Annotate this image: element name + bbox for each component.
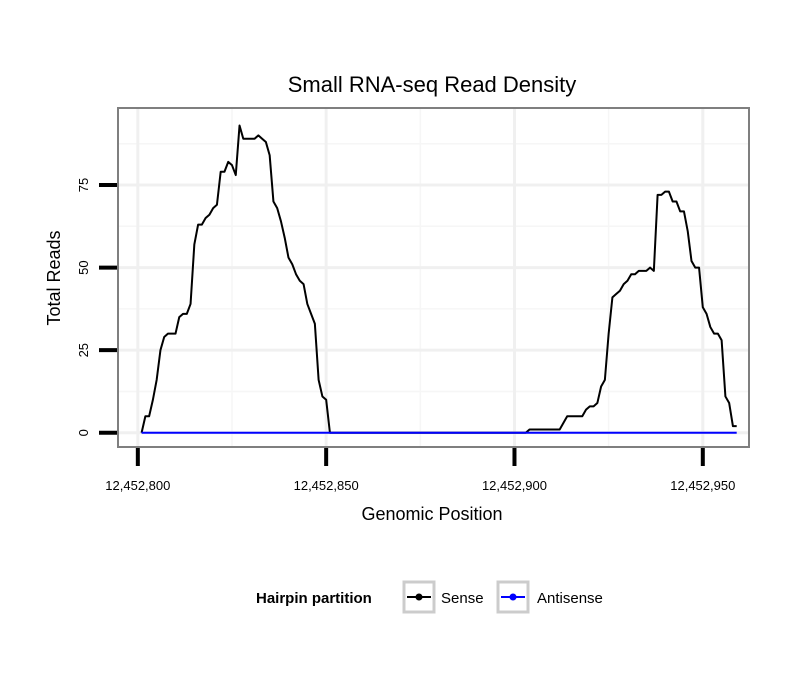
grid-lines bbox=[119, 109, 748, 446]
y-tick-label: 0 bbox=[76, 429, 91, 436]
legend-point-sense bbox=[415, 593, 423, 601]
legend-label-antisense: Antisense bbox=[537, 590, 603, 607]
x-axis: 12,452,800 12,452,850 12,452,900 12,452,950 bbox=[105, 448, 735, 493]
x-tick-label: 12,452,850 bbox=[294, 478, 359, 493]
y-axis: 0 25 50 75 bbox=[76, 178, 117, 436]
legend: Hairpin partition Sense Antisense bbox=[256, 580, 603, 614]
y-axis-title: Total Reads bbox=[44, 230, 64, 325]
legend-label-sense: Sense bbox=[441, 590, 484, 607]
plot-panel bbox=[117, 107, 750, 448]
series-line-sense bbox=[140, 124, 737, 434]
y-tick-label: 50 bbox=[76, 260, 91, 274]
legend-item-sense: Sense bbox=[402, 580, 484, 614]
y-tick-label: 75 bbox=[76, 178, 91, 192]
x-tick-label: 12,452,900 bbox=[482, 478, 547, 493]
chart-title: Small RNA-seq Read Density bbox=[288, 72, 577, 97]
x-tick-label: 12,452,800 bbox=[105, 478, 170, 493]
legend-point-antisense bbox=[509, 593, 517, 601]
legend-item-antisense: Antisense bbox=[496, 580, 603, 614]
y-tick-label: 25 bbox=[76, 343, 91, 357]
series-layer bbox=[140, 124, 737, 434]
legend-title: Hairpin partition bbox=[256, 590, 372, 607]
x-tick-label: 12,452,950 bbox=[670, 478, 735, 493]
x-axis-title: Genomic Position bbox=[361, 504, 502, 524]
